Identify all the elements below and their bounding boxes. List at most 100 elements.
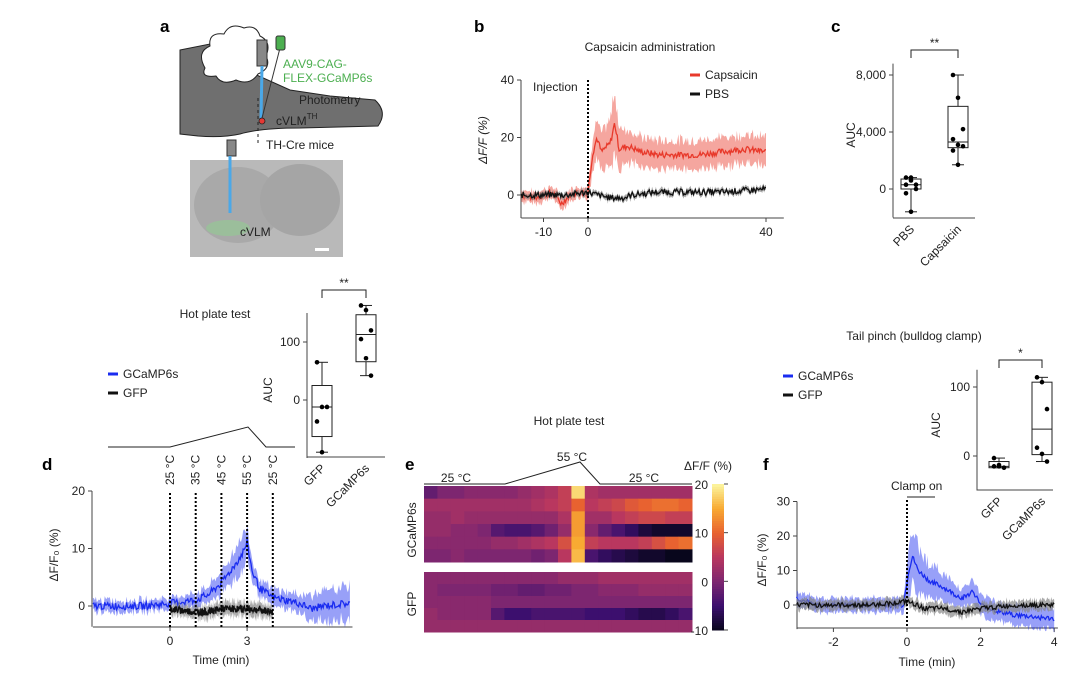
panel-d-inset-data-point xyxy=(363,307,369,313)
colorbar-segment xyxy=(712,537,724,541)
heatmap-cell xyxy=(611,498,626,512)
panel-f-y-tick-label: 10 xyxy=(777,564,791,578)
heatmap-cell xyxy=(531,572,546,585)
heatmap-cell xyxy=(678,620,693,633)
heatmap-cell xyxy=(504,511,519,525)
panel-b-title: Capsaicin administration xyxy=(585,40,716,54)
heatmap-cell xyxy=(611,511,626,525)
region-text: cVLM xyxy=(276,114,307,128)
colorbar-segment xyxy=(712,571,724,575)
heatmap-cell xyxy=(571,608,586,621)
heatmap-cell xyxy=(665,572,680,585)
heatmap-cell xyxy=(491,620,505,633)
heatmap-cell xyxy=(598,620,613,633)
colorbar-segment xyxy=(712,581,724,585)
panel-f-inset-data-point xyxy=(1044,459,1050,464)
heatmap-cell xyxy=(531,536,546,550)
heatmap-cell xyxy=(424,536,438,550)
heatmap-cell xyxy=(531,549,546,563)
heatmap-cell xyxy=(638,620,653,633)
heatmap-cell xyxy=(517,549,532,563)
panel-d-inset-data-point xyxy=(368,373,374,378)
panel-c-data-point xyxy=(908,178,914,183)
heatmap-cell xyxy=(437,620,452,633)
colorbar-label: ΔF/F (%) xyxy=(684,459,732,473)
scale-bar xyxy=(315,248,329,251)
panel-c-data-point xyxy=(955,95,961,101)
fiber-cannula-icon xyxy=(256,39,268,67)
heatmap-cell xyxy=(450,498,465,512)
colorbar-segment xyxy=(712,564,724,568)
heatmap-cell xyxy=(678,596,693,609)
panel-d-inset-category-label: GCaMP6s xyxy=(323,461,372,510)
heatmap-cell xyxy=(477,596,492,609)
colorbar-segment xyxy=(712,493,724,497)
colorbar-segment xyxy=(712,557,724,560)
colorbar-tick-label: -10 xyxy=(691,624,709,638)
heatmap-cell xyxy=(450,549,465,563)
heatmap-temperature-profile xyxy=(424,461,692,485)
heatmap-cell xyxy=(558,596,572,609)
colorbar-segment xyxy=(712,591,724,594)
panel-c-significance-stars: ** xyxy=(930,36,940,50)
heatmap-cell xyxy=(584,620,599,633)
panel-d-inset-significance-bracket xyxy=(321,289,367,298)
heatmap-cell xyxy=(558,584,572,597)
heatmap-cell xyxy=(625,536,639,550)
heatmap-cell xyxy=(424,524,438,538)
heatmap-cell xyxy=(571,584,586,597)
heatmap-cell xyxy=(598,511,613,525)
panel-c-data-point xyxy=(913,182,919,188)
colorbar-segment xyxy=(712,532,724,536)
heatmap-cell xyxy=(625,486,639,500)
heatmap-cell xyxy=(544,584,559,597)
heatmap-cell xyxy=(544,549,559,563)
panel-f-sem-band-gcamp6s xyxy=(796,533,1055,634)
heatmap-cell xyxy=(477,620,492,633)
colorbar-tick-label: 10 xyxy=(695,527,709,541)
panel-f-inset-category-label: GFP xyxy=(978,494,1005,521)
hotplate-temperature-profile xyxy=(108,426,295,448)
heatmap-cell xyxy=(544,486,559,500)
colorbar-segment xyxy=(712,510,724,514)
heatmap-cell xyxy=(531,608,546,621)
heatmap-cell xyxy=(625,572,639,585)
panel-d-x-tick-label: 3 xyxy=(244,634,251,648)
panel-a-schematic: AAV9-CAG- FLEX-GCaMP6s Photometry cVLMTH… xyxy=(179,25,383,257)
heatmap-cell xyxy=(517,498,532,512)
heatmap-cell xyxy=(571,536,586,550)
heatmap-cell xyxy=(625,549,639,563)
colorbar-segment xyxy=(712,608,724,612)
colorbar-segment xyxy=(712,501,724,504)
heatmap-cell xyxy=(504,572,519,585)
panel-d-temperature-label: 55 °C xyxy=(240,455,254,485)
panel-letter-a: a xyxy=(160,17,170,36)
panel-f-inset-category-label: GCaMP6s xyxy=(999,494,1048,543)
heatmap-cell xyxy=(437,584,452,597)
injection-annotation: Injection xyxy=(533,80,578,94)
heatmap-cell xyxy=(464,549,479,563)
heatmap-cell xyxy=(571,596,586,609)
heatmap-cell xyxy=(424,511,438,525)
colorbar-segment xyxy=(712,488,724,492)
heatmap-cell xyxy=(665,608,680,621)
heatmap-cell xyxy=(584,572,599,585)
panel-f-y-tick-label: 20 xyxy=(777,529,791,543)
virus-label-line2: FLEX-GCaMP6s xyxy=(283,71,372,85)
heatmap-cell xyxy=(504,549,519,563)
colorbar-segment xyxy=(712,588,724,592)
panel-d-inset-data-point xyxy=(314,419,320,424)
heatmap-cell xyxy=(544,572,559,585)
heatmap-cell xyxy=(437,572,452,585)
panel-d-x-tick-label: 0 xyxy=(167,634,174,648)
colorbar-segment xyxy=(712,627,724,631)
panel-d-inset-data-point xyxy=(324,404,330,410)
target-dot xyxy=(258,117,266,125)
heatmap-cell xyxy=(517,524,532,538)
colorbar-segment xyxy=(712,486,724,490)
heatmap-cell xyxy=(638,524,653,538)
panel-c-data-point xyxy=(903,175,909,180)
colorbar-segment xyxy=(712,598,724,602)
heatmap-cell xyxy=(531,524,546,538)
